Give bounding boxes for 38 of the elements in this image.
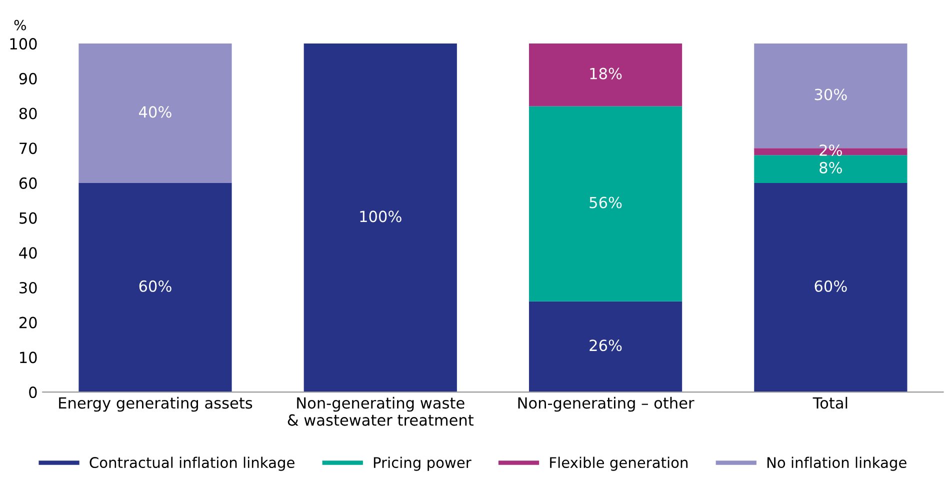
data-label: 8%: [820, 162, 842, 174]
x-tick-label: Non-generating waste & wastewater treatment: [288, 396, 474, 426]
y-tick-label: 20: [19, 316, 37, 328]
y-tick-label: 40: [19, 247, 37, 259]
y-tick-label: 30: [20, 282, 37, 294]
y-tick-label: 80: [19, 108, 37, 120]
y-tick-label: 60: [19, 177, 37, 189]
x-tick-label: Energy generating assets: [59, 396, 252, 412]
y-tick-label: 90: [19, 72, 37, 84]
bar: [528, 44, 682, 106]
y-tick-label: 70: [20, 142, 37, 154]
data-label: 18%: [590, 68, 622, 80]
legend-label: No inflation linkage: [767, 456, 906, 471]
bar: [754, 155, 908, 183]
data-label: 40%: [139, 106, 172, 118]
bar: [78, 44, 232, 183]
y-tick-label: 0: [29, 386, 37, 398]
data-label: 26%: [590, 340, 622, 352]
data-label: 30%: [814, 88, 847, 100]
legend-label: Flexible generation: [550, 456, 688, 471]
data-label: 100%: [360, 210, 402, 222]
data-label: 56%: [590, 196, 622, 208]
x-tick-label: Non-generating – other: [518, 396, 694, 412]
bar: [754, 182, 908, 392]
y-tick-label: 50: [20, 212, 37, 224]
y-tick-label: 100: [10, 38, 37, 50]
data-label: 60%: [139, 280, 172, 292]
y-axis-title: %: [14, 20, 26, 30]
bar: [528, 301, 682, 392]
data-label: 2%: [820, 144, 842, 156]
x-tick-label: Total: [812, 396, 848, 409]
bar: [304, 44, 457, 392]
legend-label: Pricing power: [374, 456, 472, 471]
data-label: 60%: [814, 280, 847, 292]
legend-label: Contractual inflation linkage: [90, 456, 294, 471]
bar: [528, 106, 682, 302]
bar: [78, 182, 232, 392]
y-tick-label: 10: [20, 352, 37, 364]
